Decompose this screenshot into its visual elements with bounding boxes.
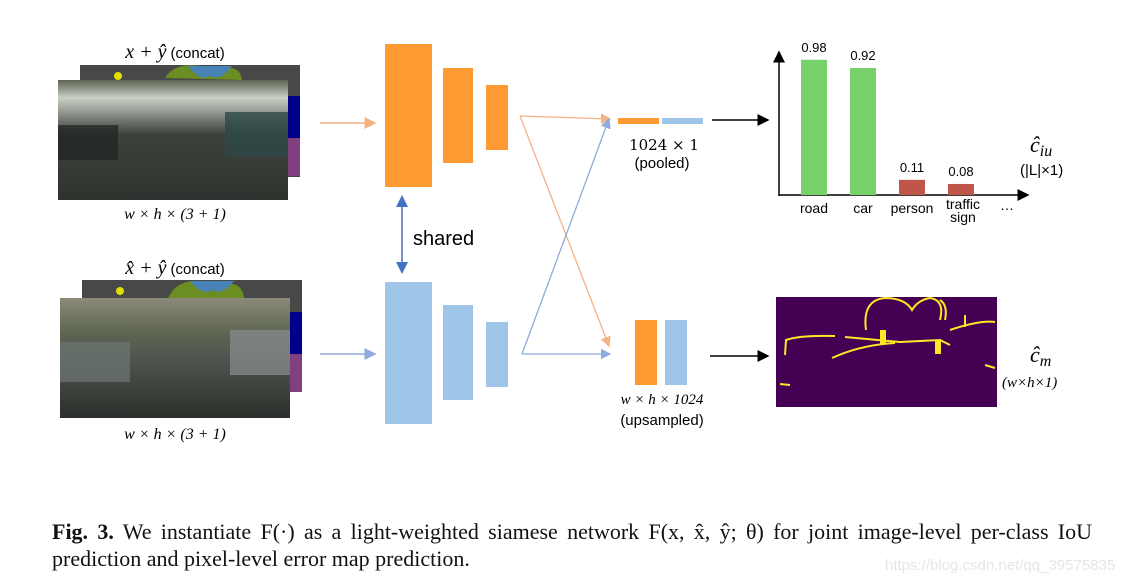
watermark: https://blog.csdn.net/qq_39575835 [885, 557, 1116, 574]
arrow-top-to-upsampled [519, 115, 611, 348]
iou-output-symbol: ĉiu [1030, 132, 1052, 160]
bar-value-label: 0.92 [850, 48, 875, 63]
upsampled-feature-orange [635, 320, 657, 385]
iou-bar-chart: … 0.98 road 0.92 car 0.11 person 0.08 trafficsi… [773, 40, 1030, 225]
encoder-top [385, 44, 508, 187]
iou-output-dims: (|L|×1) [1020, 162, 1063, 179]
error-map-output-dims: (w×h×1) [1002, 375, 1057, 391]
upsampled-feature-blue [665, 320, 687, 385]
category-label: traffic [946, 196, 980, 212]
bar-value-label: 0.98 [801, 40, 826, 55]
input-top-dims: w × h × (3 + 1) [124, 206, 226, 223]
encoder-bottom [385, 282, 508, 424]
input-top: x + ŷ (concat) w × h × (3 + 1) [58, 41, 300, 223]
pooled-label: (pooled) [634, 155, 689, 172]
upsampled-dims: w × h × 1024 [621, 392, 704, 408]
bar-value-label: 0.11 [900, 160, 924, 175]
input-bottom: x̂ + ŷ (concat) w × h × (3 + 1) [60, 257, 302, 443]
pooled-feature-orange [618, 118, 659, 124]
arrow-top-to-pooled [519, 113, 612, 124]
category-label: car [853, 200, 873, 216]
shared-label: shared [413, 228, 474, 250]
error-map-output-symbol: ĉm [1030, 342, 1051, 370]
category-label: person [891, 200, 934, 216]
input-bottom-label: x̂ + ŷ (concat) [124, 257, 224, 279]
error-map [776, 296, 997, 407]
bar-value-label: 0.08 [948, 164, 973, 179]
figure-label: Fig. 3. [52, 519, 114, 544]
bar-road [801, 59, 827, 196]
bar-car [850, 68, 876, 195]
arrow-bottom-to-pooled [521, 117, 611, 355]
input-top-label: x + ŷ (concat) [124, 41, 224, 63]
bar-person [899, 179, 925, 195]
caption-text: We instantiate F(·) as a light-weighted … [52, 519, 1092, 571]
figure-caption: Fig. 3. We instantiate F(·) as a light-w… [52, 518, 1092, 572]
pooled-dims: 1024 × 1 [629, 136, 699, 154]
pooled-feature-blue [662, 118, 703, 124]
category-label: sign [950, 209, 976, 225]
category-ellipsis: … [1000, 197, 1014, 213]
category-label: road [800, 200, 828, 216]
input-bottom-dims: w × h × (3 + 1) [124, 426, 226, 443]
upsampled-label: (upsampled) [620, 412, 703, 429]
bar-traffic-sign [948, 183, 974, 195]
